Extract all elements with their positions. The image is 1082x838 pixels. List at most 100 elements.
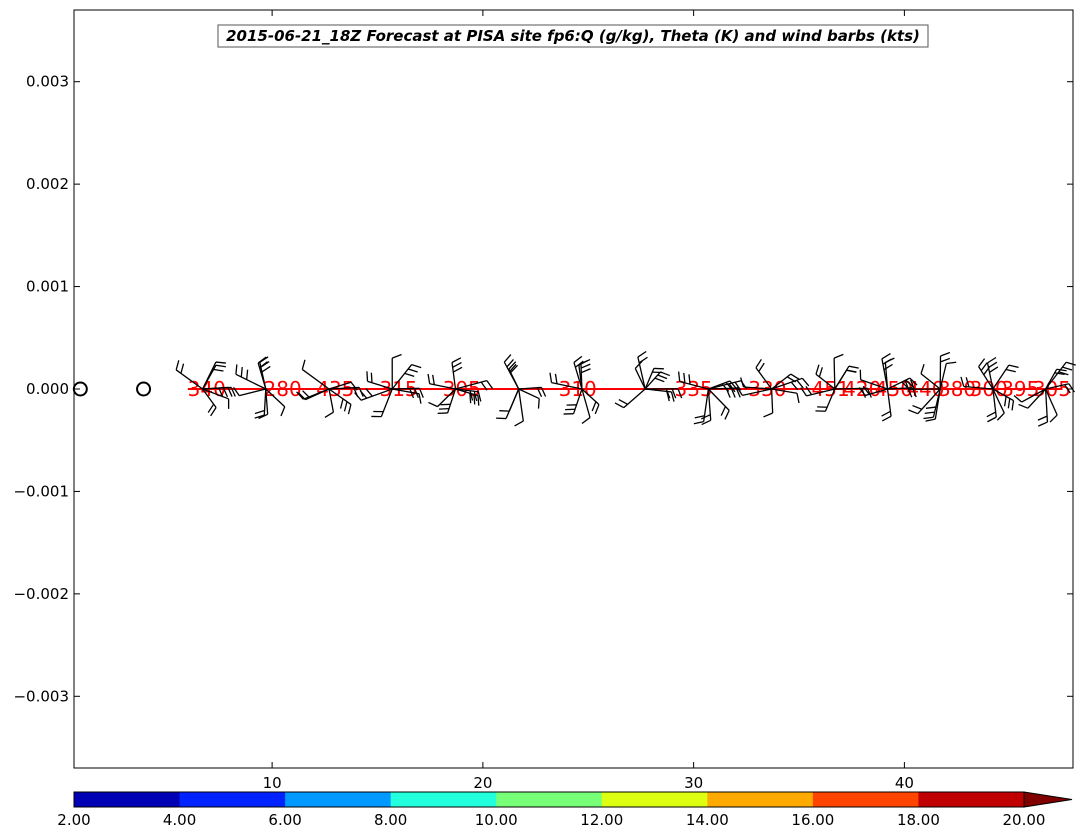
wind-barb-feather [486, 380, 494, 390]
wind-barb [518, 388, 540, 409]
wind-barb-feather [925, 406, 936, 409]
wind-barb-staff [578, 365, 583, 390]
wind-barb-feather [848, 365, 859, 369]
y-tick-label: −0.003 [13, 687, 69, 705]
colorbar-segment [601, 792, 708, 807]
wind-barb-feather [987, 356, 997, 364]
wind-barb-feather [638, 356, 648, 364]
colorbar-extend-arrow [1023, 791, 1073, 808]
wind-barb-cluster [904, 351, 957, 422]
wind-barb-feather [594, 404, 600, 415]
wind-barb-feather [657, 374, 668, 380]
wind-barb [693, 388, 710, 425]
wind-barb [771, 388, 800, 404]
wind-barb-feather [724, 410, 730, 420]
wind-barb-feather [833, 353, 844, 359]
wind-barb-feather [818, 367, 823, 378]
wind-barb-feather [881, 415, 892, 422]
wind-barb-staff [328, 381, 352, 390]
wind-barb [634, 360, 646, 390]
wind-barb-feather [343, 401, 348, 412]
chart-title: 2015-06-21_18Z Forecast at PISA site fp6… [226, 27, 920, 45]
wind-barb [908, 388, 941, 415]
wind-barb-feather [883, 363, 893, 371]
y-tick-label: 0.001 [26, 278, 69, 296]
wind-barb-feather [477, 395, 480, 406]
colorbar-segment [496, 792, 603, 807]
calm-wind-circle [72, 381, 88, 397]
wind-barb-feather [175, 360, 180, 371]
colorbar-segment [285, 792, 392, 807]
wind-barb-feather [1018, 403, 1029, 409]
wind-barb-feather [580, 363, 591, 369]
wind-barb-feather [677, 388, 683, 399]
colorbar-tick-label: 8.00 [374, 811, 407, 829]
colorbar-segment [74, 792, 181, 807]
wind-barb [614, 388, 646, 409]
wind-barb-feather [473, 394, 476, 405]
x-tick-label: 30 [684, 774, 703, 792]
wind-barb-feather [882, 358, 892, 365]
wind-barb-staff [328, 388, 335, 413]
wind-barb-cluster [800, 353, 872, 412]
wind-barb-feather [581, 417, 591, 425]
wind-barb-feather [365, 388, 373, 397]
wind-barb-feather [233, 386, 240, 396]
wind-barb-feather [909, 377, 918, 386]
wind-barb-staff [992, 388, 1005, 414]
wind-barb [578, 359, 589, 390]
wind-barb-feather [801, 377, 810, 387]
wind-barb [859, 369, 888, 390]
wind-barb [700, 388, 712, 426]
wind-barb-staff [834, 387, 868, 390]
wind-barb [324, 388, 335, 418]
wind-barb [881, 353, 893, 390]
wind-barb-feather [254, 414, 265, 419]
wind-barb [986, 356, 999, 390]
wind-barb-feather [230, 387, 236, 397]
wind-barb-staff [202, 388, 229, 400]
wind-barb-feather [720, 406, 727, 416]
wind-barb [265, 388, 286, 417]
wind-barb [904, 379, 941, 390]
wind-barb-feather [740, 377, 745, 388]
wind-barb-feather [246, 369, 249, 380]
wind-barb-feather [925, 418, 936, 422]
wind-barb-feather [591, 401, 597, 412]
wind-barb-staff [833, 358, 836, 390]
wind-barb-feather [1037, 415, 1048, 421]
wind-barb-cluster [960, 356, 1019, 423]
wind-barb-feather [1049, 414, 1058, 423]
wind-barb-feather [258, 413, 268, 420]
wind-barb-feather [786, 376, 797, 383]
wind-barb-feather [215, 361, 226, 364]
wind-barb-feather [1065, 361, 1076, 366]
wind-barb [645, 388, 683, 399]
wind-barb-feather [473, 391, 478, 402]
colorbar-tick-label: 6.00 [268, 811, 301, 829]
wind-barb-feather [614, 402, 625, 409]
wind-barb-feather [908, 409, 918, 415]
wind-barb-staff [1045, 388, 1058, 416]
wind-barb [514, 388, 524, 427]
wind-barb-feather [222, 387, 229, 398]
wind-barb [637, 350, 648, 390]
wind-barb-feather [693, 421, 704, 425]
wind-barb-feather [960, 376, 965, 387]
wind-barb-feather [907, 387, 913, 398]
wind-barb-feather [634, 360, 643, 369]
wind-barb-feather [302, 390, 311, 399]
wind-barb [939, 351, 951, 390]
wind-barb-feather [904, 379, 910, 390]
wind-barb-feather [721, 383, 730, 392]
wind-barb-feather [912, 404, 923, 410]
wind-barb [960, 376, 993, 390]
wind-barb-feather [581, 368, 591, 374]
x-tick-label: 20 [473, 774, 492, 792]
wind-barb-feather [280, 406, 286, 417]
wind-barb [328, 388, 352, 415]
wind-barb-feather [1058, 371, 1069, 376]
colorbar-tick-label: 16.00 [791, 811, 834, 829]
wind-barb [573, 355, 584, 390]
x-tick-label: 40 [895, 774, 914, 792]
